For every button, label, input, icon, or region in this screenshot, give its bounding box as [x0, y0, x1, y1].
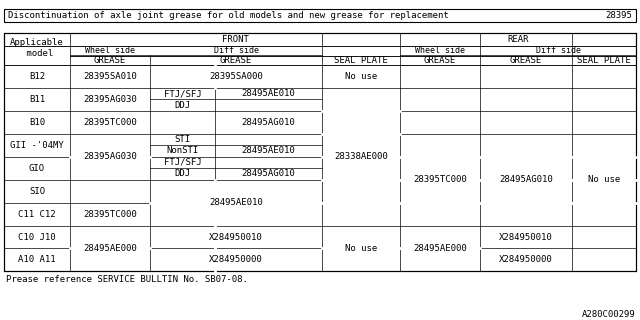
- Text: Diff side: Diff side: [214, 46, 259, 55]
- Text: 28395AG030: 28395AG030: [83, 152, 137, 161]
- Text: Discontinuation of axle joint grease for old models and new grease for replaceme: Discontinuation of axle joint grease for…: [8, 11, 449, 20]
- Text: DDJ: DDJ: [175, 169, 191, 178]
- Text: Diff side: Diff side: [536, 46, 580, 55]
- Text: No use: No use: [345, 72, 377, 81]
- Text: FTJ/SFJ: FTJ/SFJ: [164, 158, 202, 167]
- Text: No use: No use: [345, 244, 377, 253]
- Text: B11: B11: [29, 95, 45, 104]
- Text: GII -'04MY: GII -'04MY: [10, 141, 64, 150]
- Text: FTJ/SFJ: FTJ/SFJ: [164, 89, 202, 98]
- Text: 28395TC000: 28395TC000: [83, 118, 137, 127]
- Text: 28338AE000: 28338AE000: [334, 152, 388, 161]
- Text: X284950000: X284950000: [209, 255, 263, 264]
- Text: GREASE: GREASE: [220, 56, 252, 65]
- Text: C11 C12: C11 C12: [18, 210, 56, 219]
- Text: STI: STI: [175, 135, 191, 144]
- Text: A10 A11: A10 A11: [18, 255, 56, 264]
- Text: X284950010: X284950010: [209, 233, 263, 242]
- Text: X284950000: X284950000: [499, 255, 553, 264]
- Text: FRONT: FRONT: [221, 35, 248, 44]
- Text: GIO: GIO: [29, 164, 45, 173]
- FancyBboxPatch shape: [4, 33, 636, 271]
- Text: A280C00299: A280C00299: [582, 310, 636, 319]
- Text: 28395SA000: 28395SA000: [209, 72, 263, 81]
- Text: GREASE: GREASE: [510, 56, 542, 65]
- Text: 28395SA010: 28395SA010: [83, 72, 137, 81]
- FancyBboxPatch shape: [4, 9, 636, 22]
- Text: B12: B12: [29, 72, 45, 81]
- Text: 28395TC000: 28395TC000: [413, 175, 467, 184]
- Text: 28495AE000: 28495AE000: [83, 244, 137, 253]
- Text: 28495AE000: 28495AE000: [413, 244, 467, 253]
- Text: 28495AG010: 28495AG010: [242, 169, 296, 178]
- Text: SIO: SIO: [29, 187, 45, 196]
- Text: REAR: REAR: [508, 35, 529, 44]
- Text: 28395TC000: 28395TC000: [83, 210, 137, 219]
- Text: 28495AG010: 28495AG010: [242, 118, 296, 127]
- Text: 28395AG030: 28395AG030: [83, 95, 137, 104]
- Text: C10 J10: C10 J10: [18, 233, 56, 242]
- Text: SEAL PLATE: SEAL PLATE: [334, 56, 388, 65]
- Text: B10: B10: [29, 118, 45, 127]
- Text: SEAL PLATE: SEAL PLATE: [577, 56, 631, 65]
- Text: Wheel side: Wheel side: [415, 46, 465, 55]
- Text: 28495AG010: 28495AG010: [499, 175, 553, 184]
- Text: Applicable
 model: Applicable model: [10, 38, 64, 58]
- Text: 28495AE010: 28495AE010: [242, 89, 296, 98]
- Text: NonSTI: NonSTI: [166, 147, 198, 156]
- Text: Prease reference SERVICE BULLTIN No. SB07-08.: Prease reference SERVICE BULLTIN No. SB0…: [6, 275, 248, 284]
- Text: DDJ: DDJ: [175, 100, 191, 109]
- Text: GREASE: GREASE: [424, 56, 456, 65]
- Text: X284950010: X284950010: [499, 233, 553, 242]
- Text: 28395: 28395: [605, 11, 632, 20]
- Text: No use: No use: [588, 175, 620, 184]
- Text: 28495AE010: 28495AE010: [209, 198, 263, 207]
- Text: Wheel side: Wheel side: [85, 46, 135, 55]
- Text: GREASE: GREASE: [94, 56, 126, 65]
- Text: 28495AE010: 28495AE010: [242, 147, 296, 156]
